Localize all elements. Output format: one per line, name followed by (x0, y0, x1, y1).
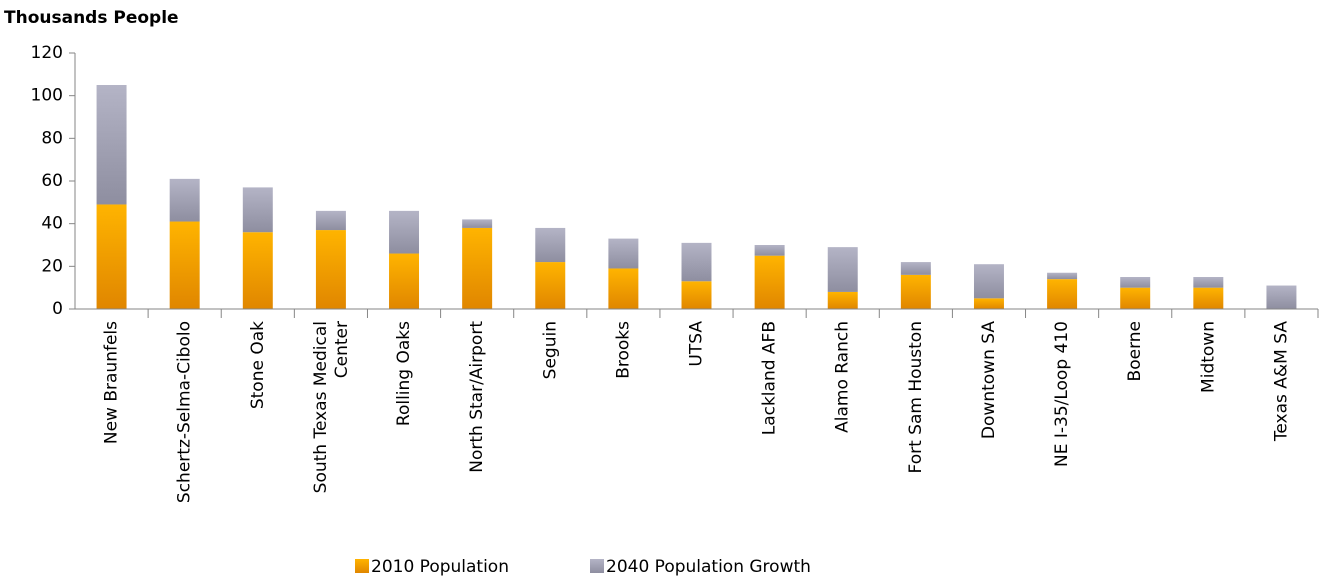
y-tick-label: 20 (41, 256, 63, 276)
y-tick-label: 100 (31, 86, 63, 106)
bar-segment (973, 264, 1004, 299)
bar-segment (1120, 287, 1151, 309)
bar-segment (973, 298, 1004, 309)
bar-segment (754, 245, 785, 256)
x-tick-label: North Star/Airport (467, 321, 487, 473)
x-tick-label: Midtown (1198, 321, 1218, 393)
y-tick-label: 0 (52, 299, 63, 319)
x-tick-label: Seguin (540, 321, 560, 379)
bar-segment (169, 221, 200, 309)
bar-segment (96, 204, 127, 309)
legend-swatch (355, 559, 369, 573)
bar-segment (462, 219, 493, 228)
x-tick-label: Brooks (613, 321, 633, 379)
y-tick-label: 60 (41, 171, 63, 191)
bar-segment (242, 187, 273, 233)
bar-segment (315, 210, 346, 231)
bar-segment (1266, 285, 1297, 309)
bar-segment (462, 227, 493, 309)
legend-swatch (590, 559, 604, 573)
x-tick-label: Alamo Ranch (833, 321, 853, 433)
x-tick-label: NE I-35/Loop 410 (1052, 321, 1072, 467)
bar-segment (754, 255, 785, 309)
chart-title: Thousands People (4, 8, 179, 28)
y-tick-label: 80 (41, 128, 63, 148)
legend-label: 2040 Population Growth (606, 557, 811, 577)
x-tick-label: Downtown SA (979, 321, 999, 439)
y-tick-label: 40 (41, 214, 63, 234)
bar-segment (900, 274, 931, 309)
bar-segment (1193, 287, 1224, 309)
bar-segment (242, 232, 273, 309)
bar-segment (315, 230, 346, 309)
bar-segment (1120, 277, 1151, 288)
bar-segment (535, 262, 566, 309)
bar-segment (1193, 277, 1224, 288)
bar-segment (169, 178, 200, 222)
x-tick-label: New Braunfels (102, 321, 122, 444)
x-tick-label: Fort Sam Houston (906, 321, 926, 473)
x-tick-label: South Texas MedicalCenter (311, 321, 352, 493)
bar-segment (608, 268, 639, 309)
bar-segment (681, 242, 712, 282)
x-tick-label: Schertz-Selma-Cibolo (175, 321, 195, 503)
x-tick-label: Rolling Oaks (394, 321, 414, 426)
bar-segment (608, 238, 639, 269)
y-tick-label: 120 (31, 43, 63, 63)
bar-segment (96, 85, 127, 205)
x-tick-label: Lackland AFB (760, 321, 780, 435)
x-tick-label: Boerne (1125, 321, 1145, 381)
legend-label: 2010 Population (371, 557, 509, 577)
bar-segment (535, 227, 566, 263)
bar-segment (389, 210, 420, 254)
bar-segment (1047, 272, 1078, 280)
x-tick-label: Texas A&M SA (1271, 321, 1291, 442)
x-tick-label: Stone Oak (248, 321, 268, 409)
bar-segment (827, 247, 858, 292)
bar-segment (900, 262, 931, 275)
bar-segment (681, 281, 712, 309)
bar-segment (1047, 279, 1078, 309)
bar-segment (827, 291, 858, 309)
bar-segment (389, 253, 420, 309)
x-tick-label: UTSA (687, 321, 707, 367)
